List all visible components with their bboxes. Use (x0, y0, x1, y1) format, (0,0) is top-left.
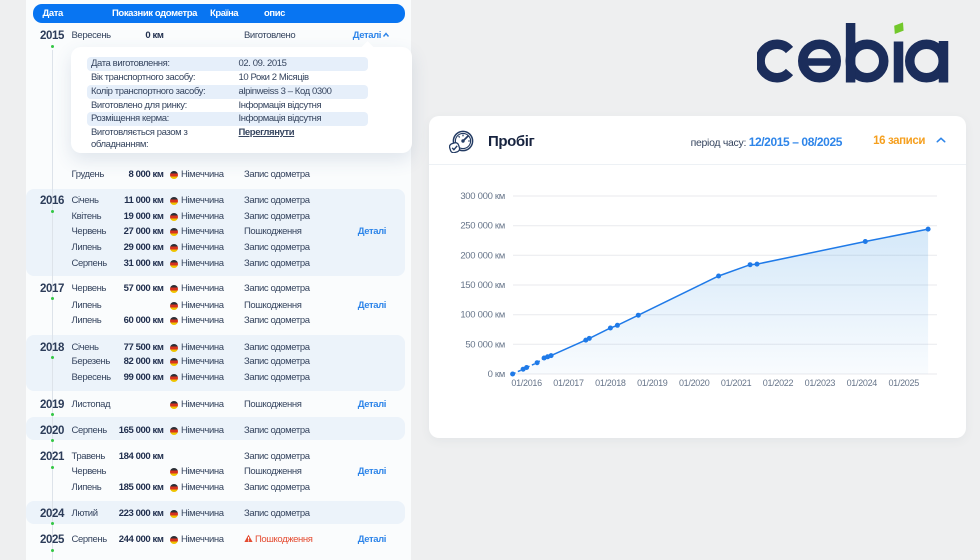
svg-text:01/2019: 01/2019 (637, 378, 668, 388)
svg-text:01/2023: 01/2023 (805, 378, 836, 388)
svg-text:0 км: 0 км (488, 369, 505, 380)
svg-text:01/2021: 01/2021 (721, 378, 752, 388)
svg-text:01/2018: 01/2018 (595, 378, 626, 388)
svg-text:300 000 км: 300 000 км (460, 191, 505, 202)
svg-text:01/2025: 01/2025 (888, 378, 919, 388)
svg-text:01/2016: 01/2016 (511, 378, 542, 388)
svg-text:01/2017: 01/2017 (553, 378, 584, 388)
svg-text:01/2022: 01/2022 (763, 378, 794, 388)
svg-text:200 000 км: 200 000 км (460, 250, 505, 261)
svg-text:01/2020: 01/2020 (679, 378, 710, 388)
svg-text:250 000 км: 250 000 км (460, 221, 505, 232)
svg-text:01/2024: 01/2024 (847, 378, 878, 388)
svg-text:100 000 км: 100 000 км (460, 310, 505, 321)
svg-text:150 000 км: 150 000 км (460, 280, 505, 291)
svg-text:50 000 км: 50 000 км (465, 339, 505, 350)
